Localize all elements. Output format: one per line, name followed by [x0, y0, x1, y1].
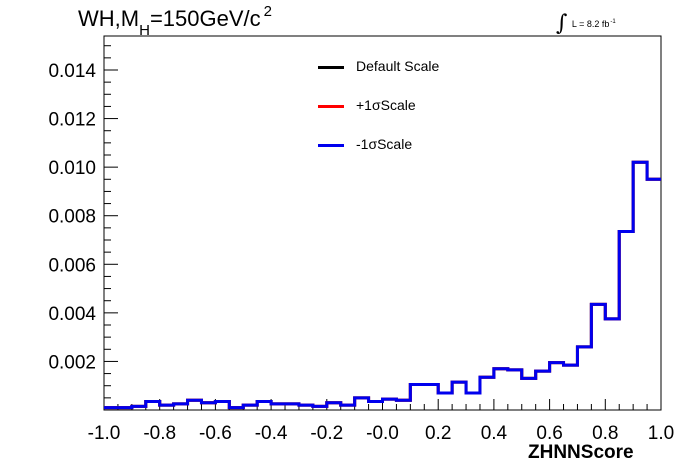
x-axis: -1.0 -0.8 -0.6 -0.4 -0.2 -0.0 0.2 0.4 0.6 0.8 1.0: [88, 399, 674, 444]
series-minus-one-sigma-line: [104, 160, 661, 410]
x-tick-label: 0.4: [481, 423, 508, 444]
legend-item-minus-one-sigma: -1σScale: [318, 134, 518, 156]
luminosity-label: ∫ L = 8.2 fb-1: [556, 11, 616, 36]
y-tick-label: 0.010: [48, 158, 96, 179]
legend-label-plus-one-sigma: +1σScale: [356, 97, 416, 113]
x-tick-label: -0.0: [366, 423, 399, 444]
x-tick-label: 0.6: [536, 423, 562, 444]
title-superscript: 2: [263, 3, 272, 20]
legend-item-default-scale: Default Scale: [318, 56, 518, 78]
x-tick-label: -0.4: [255, 423, 288, 444]
x-tick-label: -0.6: [199, 423, 232, 444]
legend-swatch-default: [318, 66, 344, 69]
title-rest: =150GeV/c: [149, 6, 261, 31]
y-tick-label: 0.008: [48, 207, 96, 228]
x-tick-label: -1.0: [88, 423, 121, 444]
legend-label-default: Default Scale: [356, 58, 440, 74]
y-tick-label: 0.002: [48, 352, 96, 373]
legend-item-plus-one-sigma: +1σScale: [318, 95, 518, 117]
x-axis-label: ZHNNScore: [528, 442, 634, 463]
x-tick-label: -0.2: [310, 423, 343, 444]
legend-swatch-plus-one-sigma: [318, 105, 344, 108]
x-tick-label: 1.0: [648, 423, 674, 444]
title-subscript: H: [139, 22, 150, 39]
y-tick-label: 0.014: [48, 61, 96, 82]
y-tick-label: 0.004: [48, 304, 96, 325]
y-tick-label: 0.006: [48, 255, 96, 276]
x-tick-label: 0.8: [592, 423, 618, 444]
y-axis: 0.002 0.004 0.006 0.008 0.010 0.012 0.014: [48, 45, 118, 399]
legend-swatch-minus-one-sigma: [318, 144, 344, 147]
title-main: WH,M: [78, 6, 140, 31]
luminosity-superscript: -1: [610, 19, 616, 26]
x-tick-label: 0.2: [425, 423, 451, 444]
integral-symbol: ∫: [556, 11, 568, 36]
chart-title: WH,MH=150GeV/c 2: [78, 3, 272, 39]
x-tick-label: -0.8: [143, 423, 176, 444]
series-plus-one-sigma-line: [104, 160, 661, 410]
histogram-series: [104, 160, 661, 410]
y-tick-label: 0.012: [48, 110, 96, 131]
legend-label-minus-one-sigma: -1σScale: [356, 136, 413, 152]
series-default-scale-line: [104, 160, 661, 410]
luminosity-text: L = 8.2 fb: [571, 19, 610, 29]
